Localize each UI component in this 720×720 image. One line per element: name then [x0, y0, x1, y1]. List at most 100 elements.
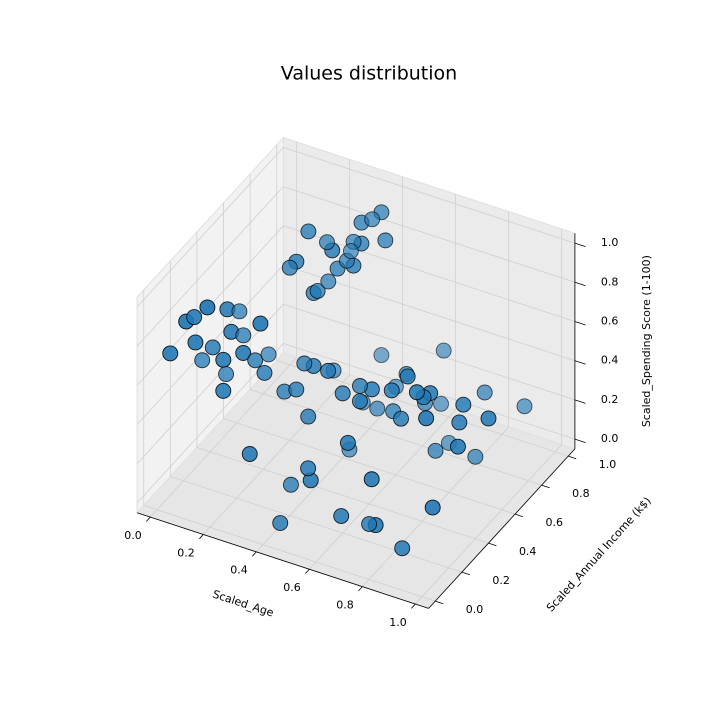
point: [351, 393, 368, 410]
tick-mark: [252, 551, 257, 557]
y-tick-label: 0.8: [572, 487, 590, 500]
point: [288, 381, 305, 398]
x-tick-label: 0.0: [124, 529, 142, 542]
point: [194, 352, 211, 369]
z-tick-label: 0.0: [601, 432, 619, 445]
tick-mark: [461, 571, 470, 576]
point: [252, 315, 269, 332]
tick-mark: [411, 603, 416, 609]
point: [282, 476, 299, 493]
point: [247, 352, 264, 369]
z-tick-label: 0.8: [601, 275, 619, 288]
point: [383, 382, 400, 399]
tick-mark: [568, 455, 577, 460]
point: [215, 351, 232, 368]
point: [352, 378, 368, 394]
point: [393, 410, 409, 427]
point: [333, 508, 350, 525]
point: [361, 516, 378, 533]
point: [433, 395, 449, 412]
tick-mark: [574, 281, 586, 287]
point: [235, 327, 252, 344]
z-tick-label: 0.6: [601, 315, 619, 328]
chart-title: Values distribution: [281, 63, 457, 85]
point: [408, 384, 425, 401]
y-axis-label: Scaled_Annual Income (k$): [544, 494, 654, 614]
point: [296, 355, 313, 372]
point: [377, 232, 394, 249]
point: [256, 364, 273, 381]
y-axis: [428, 448, 576, 609]
tick-mark: [199, 534, 204, 540]
point: [418, 410, 435, 427]
point: [451, 414, 468, 431]
point: [373, 347, 390, 364]
point: [186, 309, 203, 326]
z-axis-label: Scaled_Spending Score (1-100): [640, 255, 653, 427]
tick-mark: [435, 600, 444, 605]
point: [187, 334, 204, 351]
point: [260, 346, 277, 363]
tick-mark: [514, 513, 524, 518]
x-axis: [136, 512, 429, 609]
tick-mark: [488, 542, 497, 547]
point: [455, 396, 472, 413]
point: [162, 345, 179, 362]
point: [320, 362, 337, 379]
tick-mark: [574, 399, 586, 404]
x-tick-label: 0.4: [230, 564, 248, 577]
x-tick-label: 1.0: [389, 616, 407, 629]
point: [424, 499, 441, 516]
point: [309, 283, 326, 299]
point: [364, 211, 381, 228]
y-tick-label: 0.0: [466, 603, 484, 616]
grid-line: [136, 147, 284, 308]
tick-mark: [574, 242, 586, 247]
z-tick-label: 0.2: [601, 393, 619, 406]
x-tick-label: 0.8: [336, 599, 354, 612]
x-tick-label: 0.2: [177, 546, 195, 559]
point: [339, 434, 356, 451]
grid-line: [283, 186, 576, 283]
point: [300, 408, 317, 425]
grid-line: [223, 418, 516, 515]
point: [450, 438, 466, 455]
point: [235, 345, 252, 361]
grid-line: [309, 409, 456, 570]
point: [319, 234, 335, 251]
point: [342, 243, 359, 260]
point: [399, 368, 416, 385]
tick-mark: [574, 321, 586, 326]
y-tick-label: 1.0: [599, 458, 617, 471]
point: [476, 384, 493, 401]
grid-line: [203, 374, 350, 535]
tick-mark: [305, 568, 310, 574]
point: [272, 515, 289, 531]
point: [394, 540, 411, 557]
point: [300, 223, 317, 240]
tick-mark: [574, 438, 586, 443]
z-tick-label: 0.4: [601, 354, 619, 367]
point: [231, 303, 248, 320]
point: [281, 259, 298, 276]
grid-line: [196, 447, 489, 544]
grid-line: [283, 147, 576, 244]
tick-mark: [541, 484, 550, 489]
y-tick-label: 0.4: [519, 545, 537, 558]
point: [435, 342, 452, 359]
grid-line: [283, 303, 576, 401]
point: [467, 448, 484, 465]
point: [241, 446, 258, 462]
point: [218, 366, 235, 383]
point: [300, 460, 317, 477]
x-axis-label: Scaled_Age: [211, 588, 275, 620]
point: [204, 339, 221, 356]
grid-line: [136, 186, 284, 347]
point: [199, 299, 216, 316]
point: [334, 385, 351, 402]
grid-line: [415, 444, 562, 605]
z-tick-label: 1.0: [601, 236, 619, 249]
grid-line: [150, 357, 297, 518]
point: [363, 471, 380, 488]
